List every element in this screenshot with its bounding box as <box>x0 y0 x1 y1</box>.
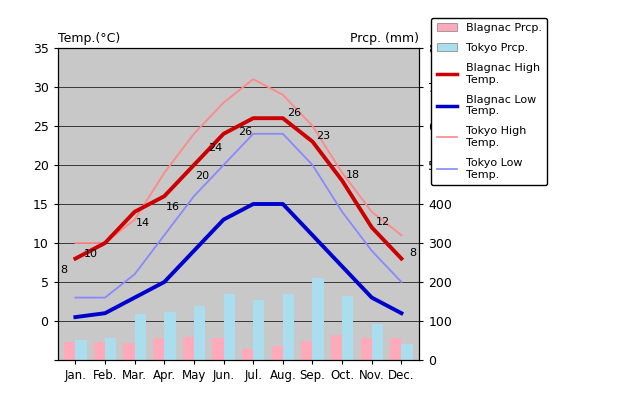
Bar <box>401 344 413 360</box>
Bar <box>153 338 164 360</box>
Bar <box>164 312 175 360</box>
Bar <box>223 294 235 360</box>
Text: 10: 10 <box>84 249 98 259</box>
Text: 26: 26 <box>287 108 301 118</box>
Text: Temp.(°C): Temp.(°C) <box>58 32 120 45</box>
Text: 16: 16 <box>166 202 180 212</box>
Bar <box>105 338 116 360</box>
Text: 26: 26 <box>238 127 252 137</box>
Bar <box>194 306 205 360</box>
Bar <box>271 346 283 360</box>
Bar <box>372 324 383 360</box>
Bar <box>253 300 264 360</box>
Text: 8: 8 <box>61 265 68 275</box>
Bar <box>283 294 294 360</box>
Bar <box>390 338 401 360</box>
Bar <box>342 296 353 360</box>
Text: 20: 20 <box>195 171 209 181</box>
Text: Prcp. (mm): Prcp. (mm) <box>350 32 419 45</box>
Text: 14: 14 <box>136 218 150 228</box>
Bar <box>212 338 223 360</box>
Bar <box>182 337 194 360</box>
Bar <box>312 278 324 360</box>
Bar <box>360 338 372 360</box>
Bar <box>124 343 134 360</box>
Bar <box>94 342 105 360</box>
Text: 12: 12 <box>376 217 390 227</box>
Bar <box>76 340 86 360</box>
Text: 24: 24 <box>208 143 222 153</box>
Text: 23: 23 <box>317 131 331 141</box>
Text: 18: 18 <box>346 170 360 180</box>
Bar <box>134 314 146 360</box>
Bar <box>301 340 312 360</box>
Bar <box>242 350 253 360</box>
Bar <box>64 342 76 360</box>
Legend: Blagnac Prcp., Tokyo Prcp., Blagnac High
Temp., Blagnac Low
Temp., Tokyo High
Te: Blagnac Prcp., Tokyo Prcp., Blagnac High… <box>431 18 547 185</box>
Text: 8: 8 <box>409 248 416 258</box>
Bar <box>331 336 342 360</box>
